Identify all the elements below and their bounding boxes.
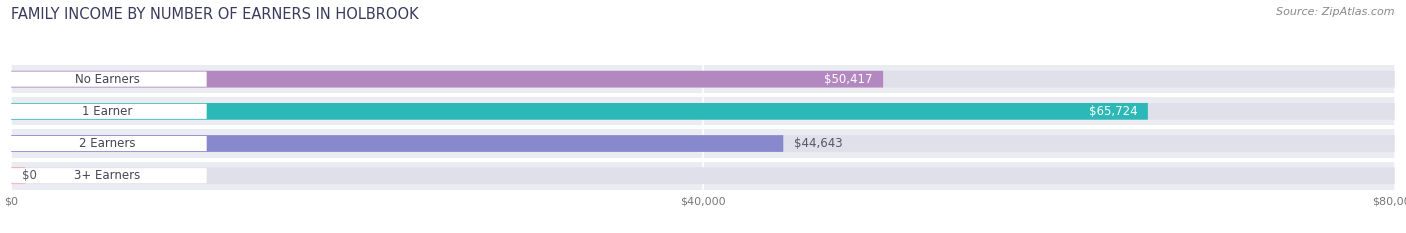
Text: $44,643: $44,643 — [793, 137, 842, 150]
Text: $0: $0 — [21, 169, 37, 182]
Text: $65,724: $65,724 — [1088, 105, 1137, 118]
FancyBboxPatch shape — [11, 103, 1395, 120]
Text: FAMILY INCOME BY NUMBER OF EARNERS IN HOLBROOK: FAMILY INCOME BY NUMBER OF EARNERS IN HO… — [11, 7, 419, 22]
FancyBboxPatch shape — [11, 103, 1147, 120]
Text: 3+ Earners: 3+ Earners — [75, 169, 141, 182]
Text: Source: ZipAtlas.com: Source: ZipAtlas.com — [1277, 7, 1395, 17]
FancyBboxPatch shape — [11, 167, 1395, 184]
FancyBboxPatch shape — [11, 71, 1395, 88]
FancyBboxPatch shape — [8, 136, 207, 151]
FancyBboxPatch shape — [11, 167, 25, 184]
FancyBboxPatch shape — [11, 161, 1395, 190]
FancyBboxPatch shape — [11, 71, 883, 88]
FancyBboxPatch shape — [11, 135, 783, 152]
Text: $50,417: $50,417 — [824, 73, 873, 86]
FancyBboxPatch shape — [11, 129, 1395, 158]
Text: 1 Earner: 1 Earner — [82, 105, 132, 118]
Text: No Earners: No Earners — [75, 73, 139, 86]
Text: 2 Earners: 2 Earners — [79, 137, 135, 150]
FancyBboxPatch shape — [8, 72, 207, 87]
FancyBboxPatch shape — [11, 65, 1395, 93]
FancyBboxPatch shape — [8, 168, 207, 183]
FancyBboxPatch shape — [11, 135, 1395, 152]
FancyBboxPatch shape — [8, 104, 207, 119]
FancyBboxPatch shape — [11, 97, 1395, 126]
